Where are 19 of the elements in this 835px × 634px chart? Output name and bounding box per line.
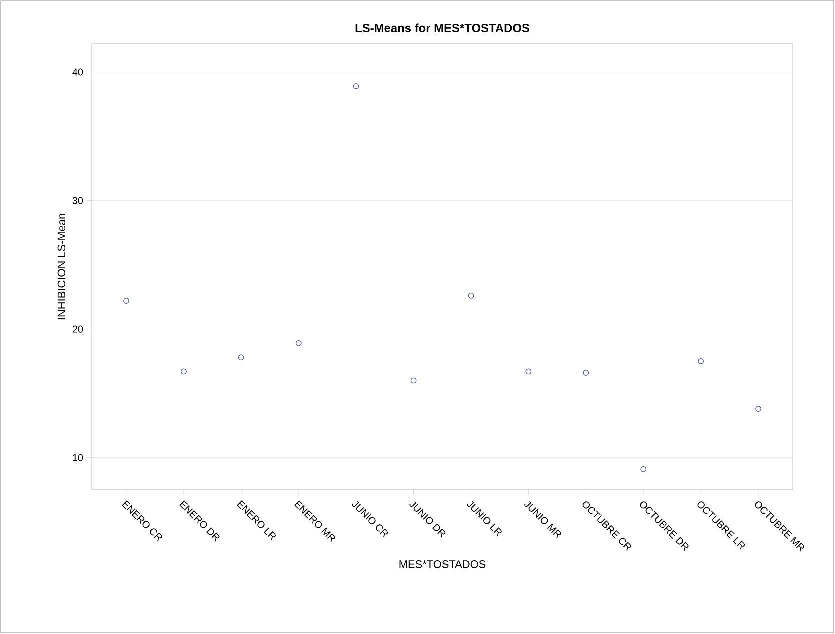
y-tick-label: 30	[72, 197, 84, 204]
point	[238, 354, 244, 361]
y-tick-label: 40	[72, 68, 84, 76]
point	[756, 406, 762, 412]
point	[526, 368, 532, 375]
point	[640, 466, 647, 472]
point	[468, 292, 474, 299]
point	[353, 83, 360, 90]
point	[180, 368, 187, 375]
y-tick-label: 10	[73, 454, 84, 462]
point	[124, 298, 130, 304]
y-axis-title: INHIBICION LS-Mean	[58, 214, 66, 320]
y-tick-label: 20	[72, 326, 84, 333]
x-axis-title: MES*TOSTADOS	[400, 560, 486, 568]
point	[583, 370, 590, 376]
point	[296, 340, 302, 346]
chart-title: LS-Means for MES*TOSTADOS	[356, 24, 530, 32]
point	[698, 358, 704, 364]
point	[410, 378, 417, 384]
